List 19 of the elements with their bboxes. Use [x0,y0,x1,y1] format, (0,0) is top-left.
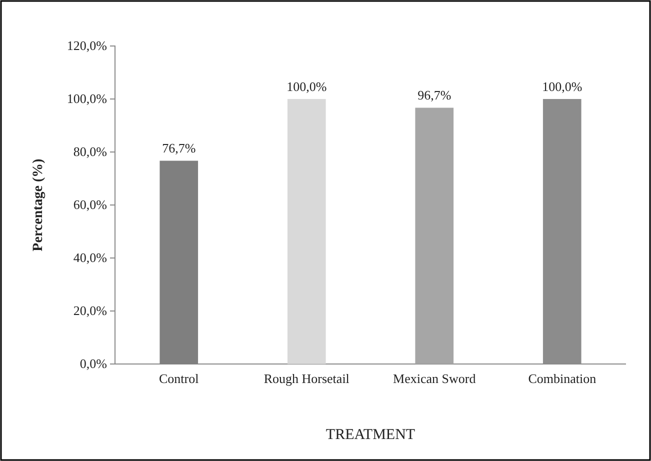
x-tick-label: Control [159,371,200,386]
bar [287,99,326,364]
y-axis-title: Percentage (%) [31,158,46,252]
y-tick-label: 120,0% [66,38,108,54]
data-label: 100,0% [542,79,582,94]
x-tick-label: Rough Horsetail [264,371,350,386]
bar [415,108,454,364]
y-tick-label: 100,0% [66,91,108,106]
x-axis-title: TREATMENT [326,427,416,443]
data-label: 96,7% [418,88,452,103]
y-tick-label: 40,0% [73,250,108,266]
x-tick-label: Mexican Sword [393,371,476,386]
y-tick-label: 0,0% [80,356,108,372]
y-tick-label: 60,0% [73,197,108,212]
y-tick-label: 80,0% [73,144,108,160]
data-label: 76,7% [162,140,196,156]
x-tick-label: Combination [528,371,597,386]
y-tick-label: 20,0% [73,303,108,318]
data-label: 100,0% [286,79,327,94]
